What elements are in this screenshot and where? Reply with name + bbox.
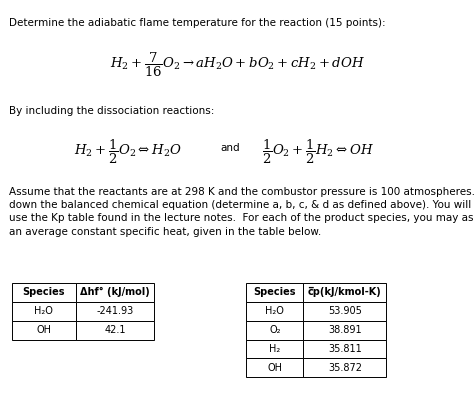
Text: an average constant specific heat, given in the table below.: an average constant specific heat, given… xyxy=(9,227,321,237)
Bar xyxy=(303,283,386,302)
Text: Determine the adiabatic flame temperature for the reaction (15 points):: Determine the adiabatic flame temperatur… xyxy=(9,18,385,28)
Text: $H_2 + \dfrac{1}{2}O_2 \Leftrightarrow H_2O$: $H_2 + \dfrac{1}{2}O_2 \Leftrightarrow H… xyxy=(74,138,182,166)
Bar xyxy=(76,283,154,302)
Bar xyxy=(246,302,303,321)
Bar xyxy=(303,321,386,340)
Text: 42.1: 42.1 xyxy=(104,325,126,335)
Text: Species: Species xyxy=(254,287,296,298)
Bar xyxy=(12,283,76,302)
Bar xyxy=(76,321,154,340)
Text: H₂: H₂ xyxy=(269,344,281,354)
Text: use the Kp table found in the lecture notes.  For each of the product species, y: use the Kp table found in the lecture no… xyxy=(9,213,474,223)
Text: 35.872: 35.872 xyxy=(328,363,362,373)
Text: $\dfrac{1}{2}O_2 + \dfrac{1}{2}H_2 \Leftrightarrow OH$: $\dfrac{1}{2}O_2 + \dfrac{1}{2}H_2 \Left… xyxy=(262,138,374,166)
Text: H₂O: H₂O xyxy=(265,306,284,316)
Text: down the balanced chemical equation (determine a, b, c, & d as defined above). Y: down the balanced chemical equation (det… xyxy=(9,200,474,210)
Bar xyxy=(303,302,386,321)
Bar xyxy=(246,358,303,377)
Text: Δhf° (kJ/mol): Δhf° (kJ/mol) xyxy=(80,287,150,298)
Text: 38.891: 38.891 xyxy=(328,325,362,335)
Text: 35.811: 35.811 xyxy=(328,344,362,354)
Text: $H_2 + \dfrac{7}{16}O_2 \rightarrow aH_2O + bO_2 + cH_2 + dOH$: $H_2 + \dfrac{7}{16}O_2 \rightarrow aH_2… xyxy=(109,51,365,79)
Text: c̅p(kJ/kmol-K): c̅p(kJ/kmol-K) xyxy=(308,287,382,298)
Text: Assume that the reactants are at 298 K and the combustor pressure is 100 atmosph: Assume that the reactants are at 298 K a… xyxy=(9,187,474,196)
Bar xyxy=(12,321,76,340)
Bar xyxy=(76,302,154,321)
Text: 53.905: 53.905 xyxy=(328,306,362,316)
Text: -241.93: -241.93 xyxy=(96,306,134,316)
Bar xyxy=(303,340,386,358)
Text: and: and xyxy=(220,143,240,153)
Bar xyxy=(303,358,386,377)
Bar xyxy=(246,283,303,302)
Text: H₂O: H₂O xyxy=(35,306,53,316)
Text: By including the dissociation reactions:: By including the dissociation reactions: xyxy=(9,106,214,116)
Text: Species: Species xyxy=(23,287,65,298)
Text: OH: OH xyxy=(267,363,283,373)
Text: O₂: O₂ xyxy=(269,325,281,335)
Bar xyxy=(246,340,303,358)
Bar xyxy=(246,321,303,340)
Text: OH: OH xyxy=(36,325,51,335)
Bar xyxy=(12,302,76,321)
